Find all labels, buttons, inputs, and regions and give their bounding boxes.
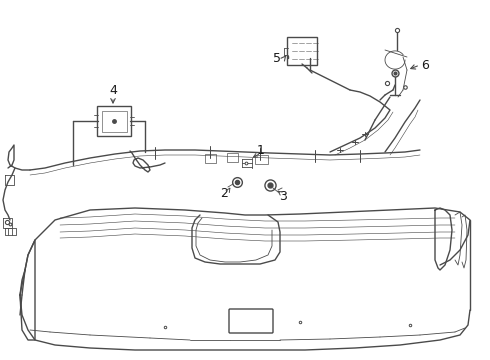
FancyBboxPatch shape [226,153,238,162]
Text: 4: 4 [109,84,117,96]
FancyBboxPatch shape [97,106,131,136]
Text: 1: 1 [257,144,265,157]
FancyBboxPatch shape [254,154,268,163]
Text: 6: 6 [421,59,429,72]
FancyBboxPatch shape [101,111,126,131]
FancyBboxPatch shape [204,153,216,162]
FancyBboxPatch shape [287,37,317,65]
Text: 2: 2 [220,186,228,199]
Text: 5: 5 [273,51,281,64]
Text: 3: 3 [279,189,287,202]
FancyBboxPatch shape [229,309,273,333]
